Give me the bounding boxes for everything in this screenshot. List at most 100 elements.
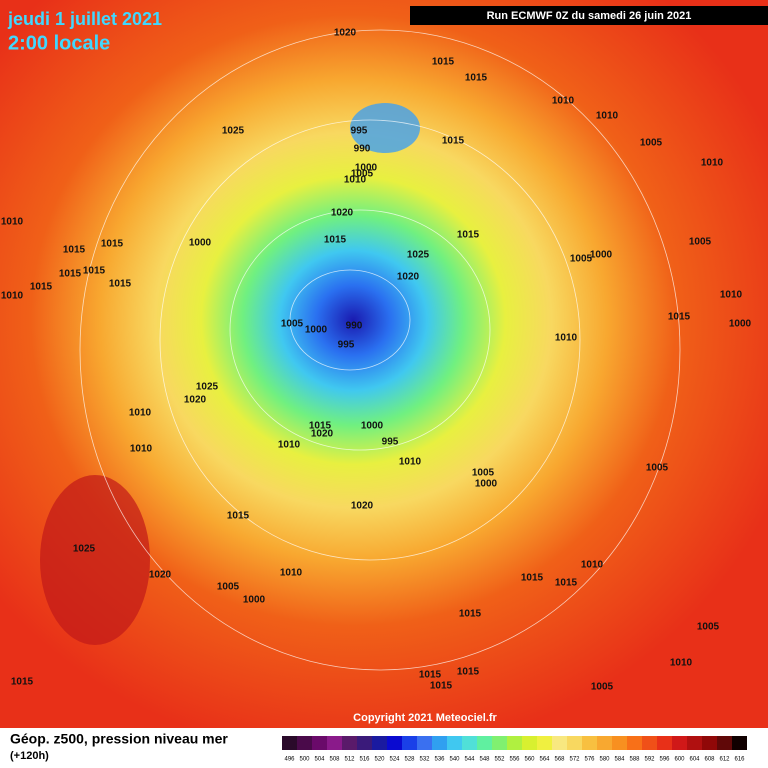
- isobar-label: 1010: [596, 111, 619, 122]
- scale-swatch: [357, 736, 372, 750]
- scale-label: 608: [704, 757, 715, 763]
- isobar-label: 1005: [217, 582, 240, 593]
- scale-label: 528: [404, 757, 415, 763]
- scale-label: 516: [359, 757, 370, 763]
- isobar-label: 1010: [581, 560, 604, 571]
- isobar-label: 1025: [407, 250, 430, 261]
- isobar-label: 1005: [591, 682, 614, 693]
- scale-swatch: [582, 736, 597, 750]
- isobar-label: 1010: [1, 217, 24, 228]
- isobar-label: 1015: [457, 230, 480, 241]
- scale-label: 544: [464, 757, 475, 763]
- scale-swatch: [447, 736, 462, 750]
- isobar-label: 990: [354, 144, 371, 155]
- isobar-label: 1005: [281, 319, 304, 330]
- isobar-label: 1020: [184, 395, 207, 406]
- scale-label: 508: [329, 757, 340, 763]
- warm-core: [40, 475, 150, 645]
- legend-range: (+120h): [10, 750, 49, 762]
- scale-label: 564: [539, 757, 550, 763]
- scale-swatch: [732, 736, 747, 750]
- scale-swatch: [312, 736, 327, 750]
- isobar-label: 1010: [670, 658, 693, 669]
- scale-swatch: [402, 736, 417, 750]
- scale-label: 600: [674, 757, 685, 763]
- run-info: Run ECMWF 0Z du samedi 26 juin 2021: [487, 10, 692, 22]
- scale-label: 568: [554, 757, 565, 763]
- date: jeudi 1 juillet 2021: [7, 9, 162, 29]
- scale-swatch: [642, 736, 657, 750]
- isobar-label: 1015: [555, 578, 578, 589]
- isobar-label: 1010: [130, 444, 153, 455]
- scale-label: 524: [389, 757, 400, 763]
- scale-swatch: [297, 736, 312, 750]
- isobar-label: 1015: [59, 269, 82, 280]
- isobar-label: 1015: [30, 282, 53, 293]
- scale-label: 500: [299, 757, 310, 763]
- isobar-label: 1010: [280, 568, 303, 579]
- isobar-label: 1015: [83, 266, 106, 277]
- isobar-label: 1015: [63, 245, 86, 256]
- run-box: [410, 6, 768, 25]
- low-core: [350, 103, 420, 153]
- isobar-label: 1010: [399, 457, 422, 468]
- scale-label: 616: [734, 757, 745, 763]
- isobar-label: 1015: [442, 136, 465, 147]
- scale-label: 536: [434, 757, 445, 763]
- isobar-label: 1010: [1, 291, 24, 302]
- isobar-label: 1015: [459, 609, 482, 620]
- scale-label: 612: [719, 757, 730, 763]
- scale-swatch: [627, 736, 642, 750]
- scale-swatch: [477, 736, 492, 750]
- isobar-label: 1000: [189, 238, 212, 249]
- scale-label: 576: [584, 757, 595, 763]
- isobar-label: 1015: [227, 511, 250, 522]
- isobar-label: 1010: [555, 333, 578, 344]
- scale-swatch: [492, 736, 507, 750]
- isobar-label: 1015: [465, 73, 488, 84]
- scale-swatch: [717, 736, 732, 750]
- scale-swatch: [702, 736, 717, 750]
- isobar-label: 1015: [419, 670, 442, 681]
- scale-swatch: [522, 736, 537, 750]
- isobar-label: 1000: [305, 325, 328, 336]
- scale-label: 572: [569, 757, 580, 763]
- color-scale: 496 500 504 508 512 516 520 524 528 532 536 540 544 5…: [282, 736, 747, 763]
- scale-swatch: [327, 736, 342, 750]
- scale-label: 512: [344, 757, 355, 763]
- scale-label: 532: [419, 757, 430, 763]
- scale-swatch: [537, 736, 552, 750]
- isobar-label: 1020: [351, 501, 374, 512]
- scale-swatch: [597, 736, 612, 750]
- isobar-label: 1010: [278, 440, 301, 451]
- scale-label: 496: [284, 757, 295, 763]
- scale-label: 556: [509, 757, 520, 763]
- isolines: [79, 29, 681, 671]
- scale-swatch: [282, 736, 297, 750]
- isobar-label: 1015: [430, 681, 453, 692]
- copyright: Copyright 2021 Meteociel.fr: [353, 712, 497, 724]
- legend-title: Géop. z500, pression niveau mer: [10, 731, 228, 747]
- scale-label: 592: [644, 757, 655, 763]
- scale-swatch: [567, 736, 582, 750]
- isobar-label: 1015: [309, 421, 332, 432]
- isobar-label: 1015: [521, 573, 544, 584]
- scale-swatch: [687, 736, 702, 750]
- isobar-label: 1005: [570, 254, 593, 265]
- isobar-label: 990: [346, 321, 363, 332]
- isobar-label: 1000: [243, 595, 266, 606]
- scale-swatch: [552, 736, 567, 750]
- isobar-label: 1005: [472, 468, 495, 479]
- isobar-label: 1020: [311, 429, 334, 440]
- scale-swatch: [417, 736, 432, 750]
- isobar-label: 1005: [351, 169, 374, 180]
- scale-label: 580: [599, 757, 610, 763]
- scale-label: 596: [659, 757, 670, 763]
- scale-swatch: [387, 736, 402, 750]
- scale-swatch: [612, 736, 627, 750]
- scale-swatch: [657, 736, 672, 750]
- time: 2:00 locale: [8, 32, 110, 54]
- isobar-label: 1015: [668, 312, 691, 323]
